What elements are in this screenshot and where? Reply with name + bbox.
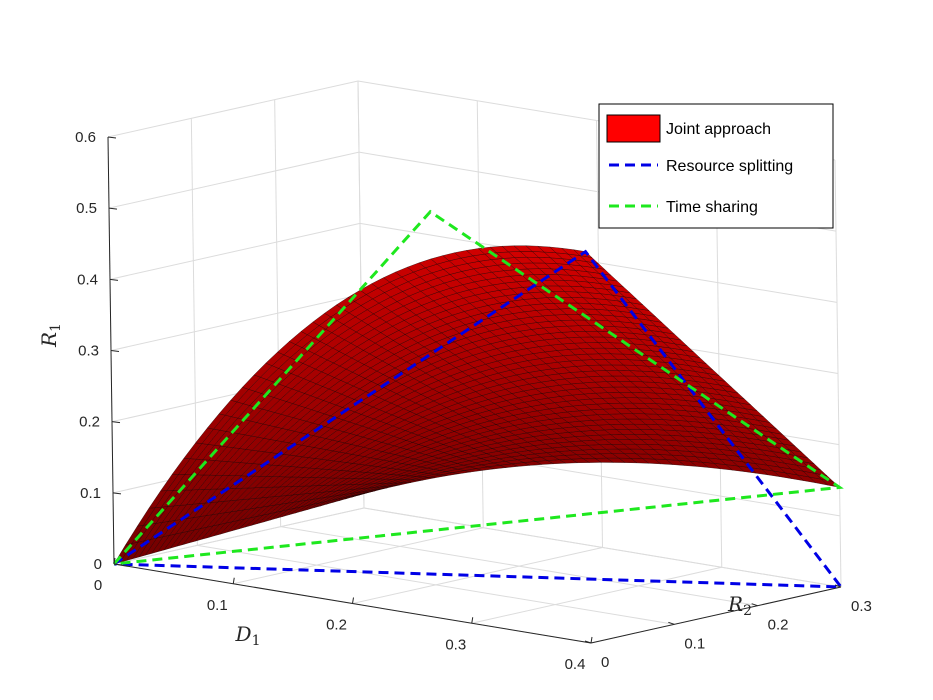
gridline bbox=[233, 527, 484, 585]
legend-label-resource: Resource splitting bbox=[666, 158, 793, 175]
x-tick-label: 0.2 bbox=[326, 617, 347, 634]
y-tick-label: 0 bbox=[601, 654, 609, 671]
z-tick-label: 0.5 bbox=[76, 200, 97, 217]
gridline bbox=[363, 507, 842, 588]
x-tick-label: 0.4 bbox=[565, 656, 586, 673]
gridline bbox=[109, 222, 361, 280]
gridline bbox=[280, 526, 758, 607]
y-tick-label: 0.3 bbox=[851, 598, 872, 615]
y-tick bbox=[668, 621, 675, 625]
gridline bbox=[471, 566, 722, 624]
z-tick-label: 0.6 bbox=[75, 129, 96, 146]
legend-label-time: Time sharing bbox=[666, 199, 758, 216]
legend-label-joint: Joint approach bbox=[666, 121, 771, 138]
x-tick bbox=[232, 577, 235, 584]
x-tick-label: 0 bbox=[94, 577, 102, 594]
gridline bbox=[113, 507, 365, 565]
z-tick-label: 0 bbox=[94, 556, 102, 573]
gridline bbox=[197, 544, 675, 625]
x-tick bbox=[471, 617, 474, 624]
y-tick-label: 0.2 bbox=[768, 617, 789, 634]
y-tick bbox=[584, 640, 592, 644]
gridline bbox=[107, 80, 359, 138]
dashed-series bbox=[112, 209, 845, 589]
y-axis-title: R2 bbox=[727, 592, 752, 619]
x-tick bbox=[352, 597, 354, 604]
z-tick-label: 0.1 bbox=[80, 485, 101, 502]
gridline bbox=[108, 151, 360, 209]
x-tick-label: 0.1 bbox=[207, 597, 228, 614]
joint-approach-surface bbox=[113, 245, 841, 565]
gridline bbox=[110, 294, 362, 351]
z-tick-label: 0.3 bbox=[78, 343, 99, 360]
z-tick bbox=[108, 207, 118, 210]
axes: 0 0.1 0.2 0.3 0.4 0.5 0.6 0 0.1 0.2 0.3 0.4 0 0.1 0.2 0… bbox=[75, 129, 872, 673]
z-tick bbox=[111, 421, 121, 424]
x-tick bbox=[113, 557, 116, 565]
z-tick-label: 0.4 bbox=[77, 271, 98, 288]
gridline bbox=[834, 159, 842, 588]
x-axis-title: D1 bbox=[235, 622, 261, 649]
legend-swatch-joint bbox=[606, 114, 661, 143]
x-tick bbox=[590, 636, 593, 644]
y-tick bbox=[751, 603, 758, 607]
y-axis-line bbox=[590, 586, 842, 644]
z-tick bbox=[109, 278, 119, 281]
legend: Joint approach Resource splitting Time s… bbox=[598, 103, 834, 229]
z-tick bbox=[112, 492, 122, 495]
time-sharing-line bbox=[112, 209, 844, 566]
x-tick-label: 0.3 bbox=[445, 636, 466, 653]
resource-splitting-line bbox=[113, 249, 845, 589]
z-tick bbox=[110, 350, 120, 352]
y-tick-label: 0.1 bbox=[684, 635, 705, 652]
z-tick bbox=[107, 136, 117, 139]
z-axis-title: R1 bbox=[37, 323, 64, 348]
y-tick bbox=[834, 584, 842, 588]
z-tick-label: 0.2 bbox=[79, 414, 100, 431]
